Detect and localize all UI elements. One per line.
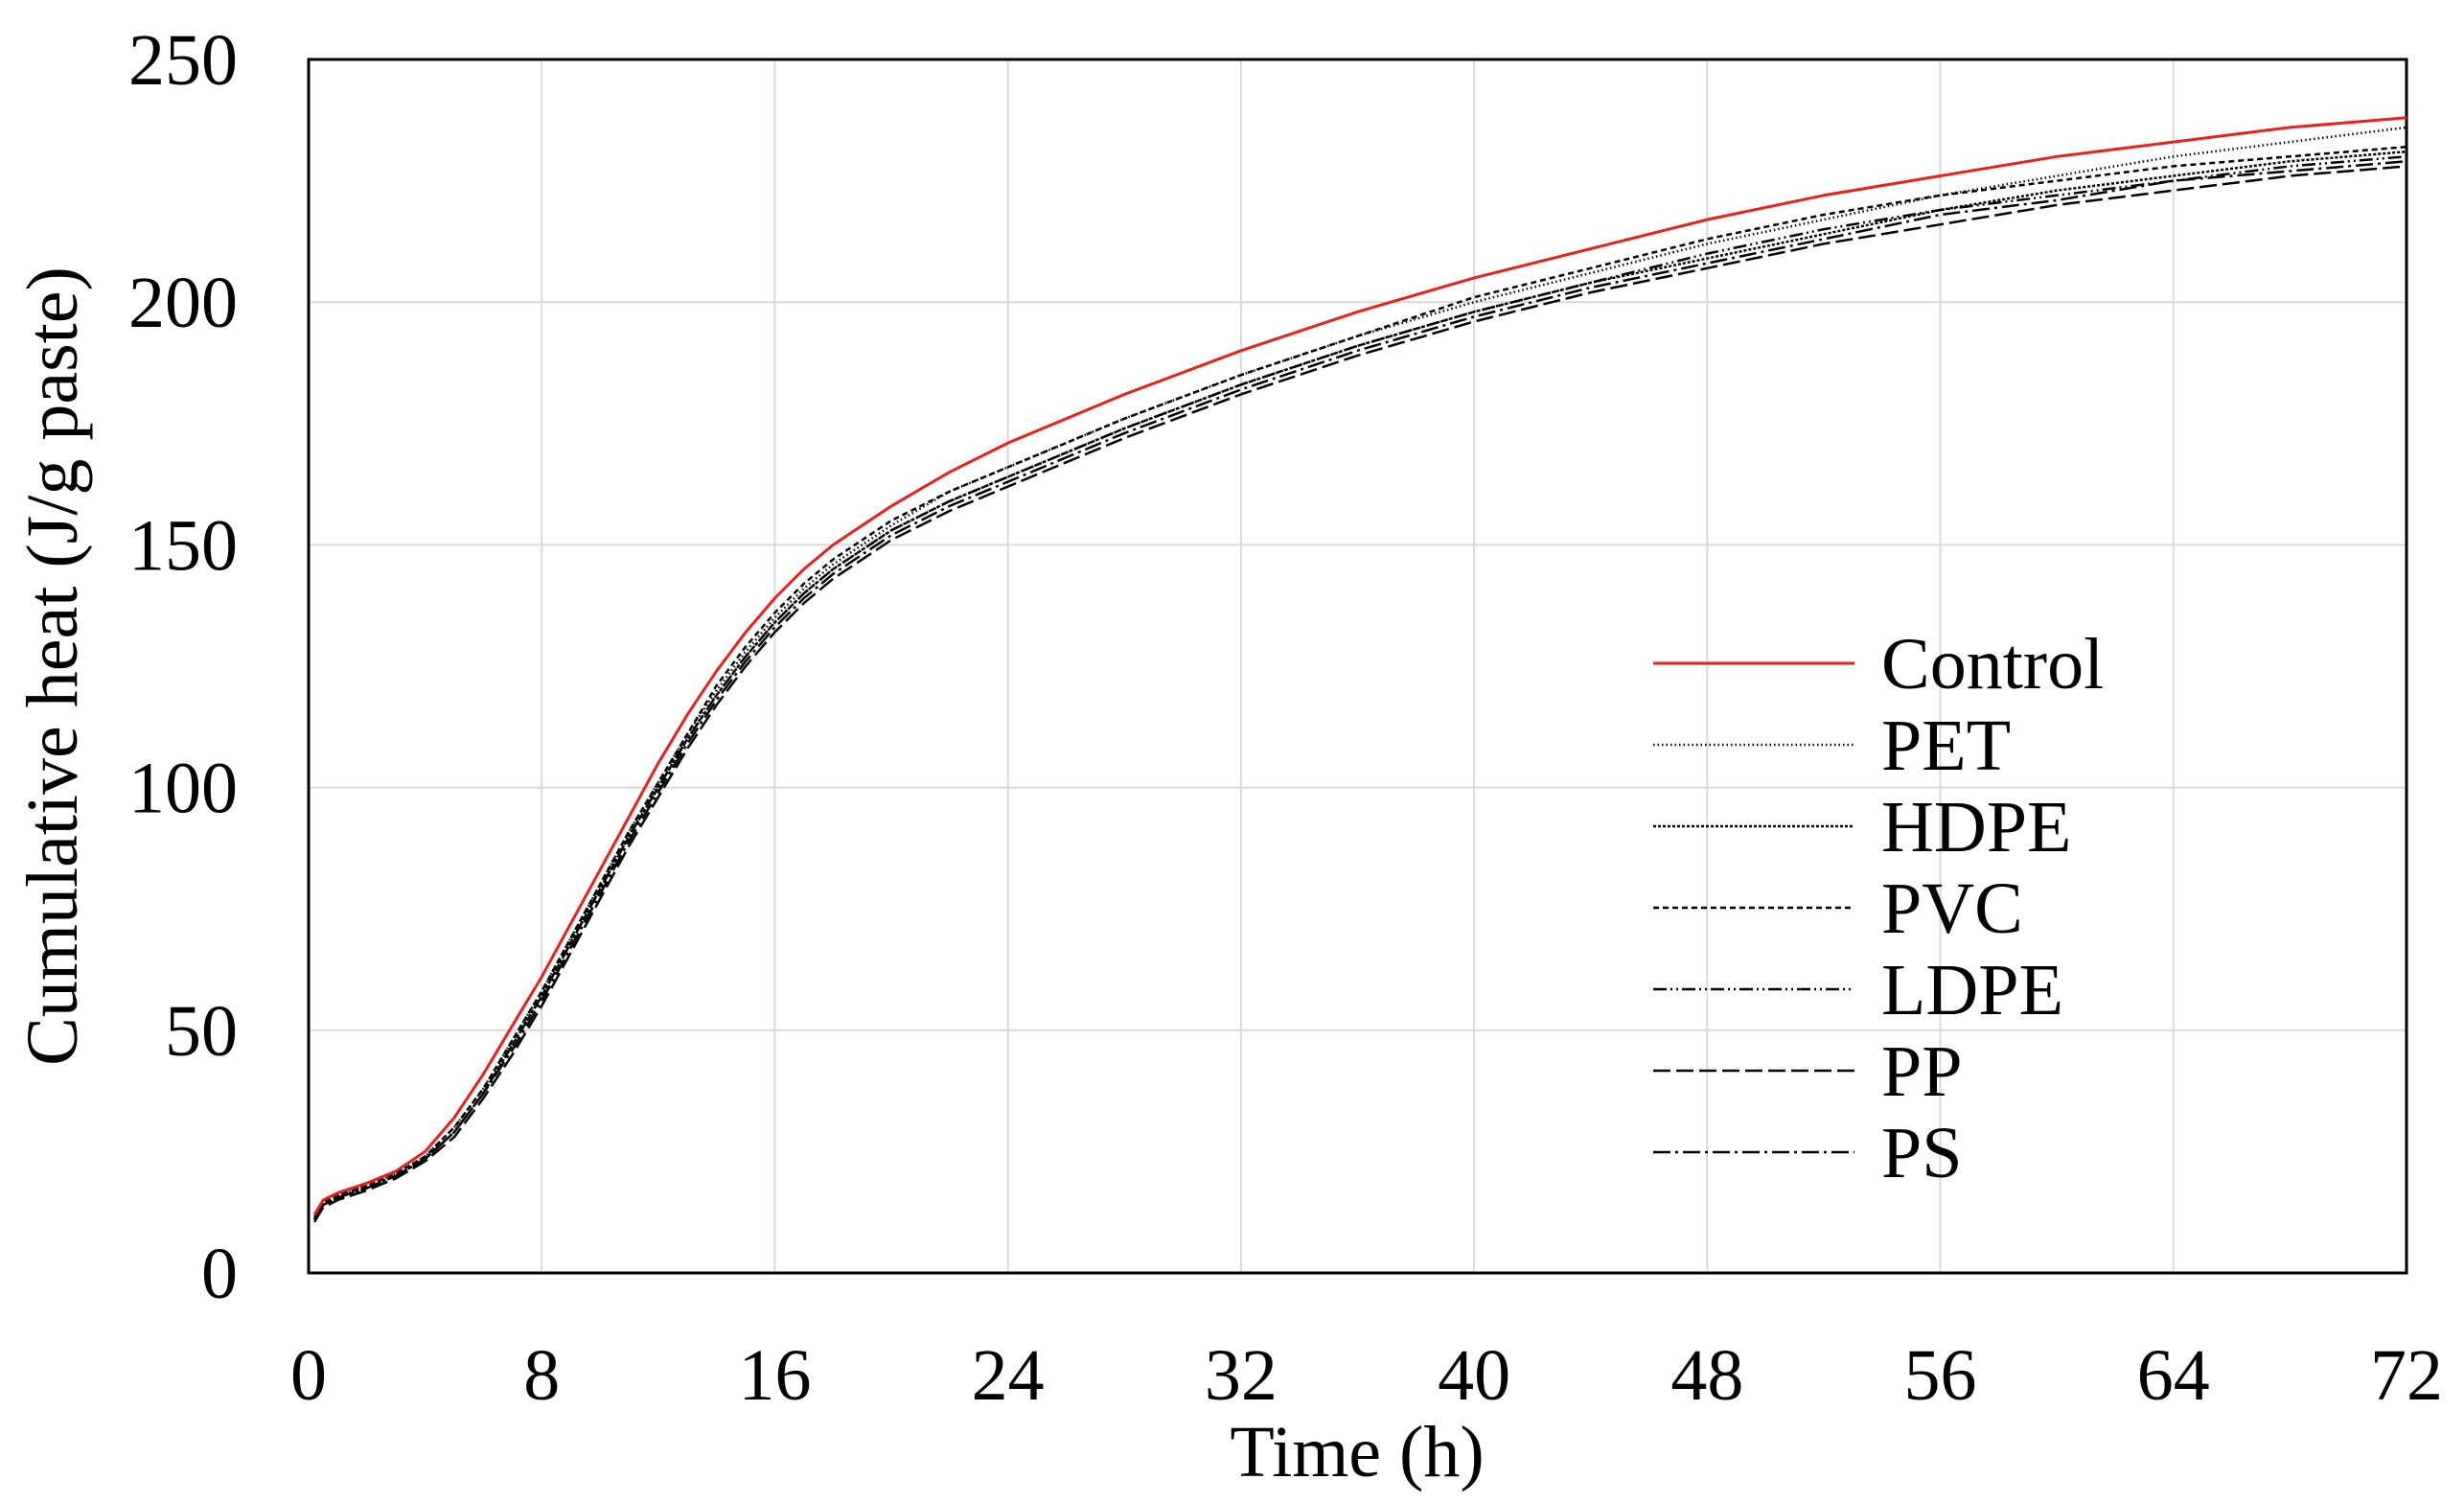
legend-label-ps: PS — [1881, 1113, 1963, 1193]
series-line-ps — [313, 160, 2407, 1220]
legend-label-hdpe: HDPE — [1881, 787, 2071, 867]
series-line-pp — [313, 165, 2407, 1223]
x-tick-label: 32 — [1205, 1335, 1278, 1416]
legend-label-pet: PET — [1881, 705, 2011, 786]
x-tick-label: 16 — [738, 1335, 811, 1416]
gridlines — [309, 59, 2406, 1273]
plot-area-frame — [307, 58, 2408, 1275]
y-tick-label: 0 — [201, 1234, 238, 1314]
y-tick-label: 100 — [128, 749, 238, 829]
x-tick-label: 64 — [2137, 1335, 2210, 1416]
x-tick-label: 72 — [2370, 1335, 2443, 1416]
x-axis-ticks: 0 8 16 24 32 40 48 56 64 72 — [290, 1335, 2443, 1416]
y-tick-label: 200 — [128, 263, 238, 343]
y-axis-title: Cumulative heat (J/g paste) — [12, 266, 93, 1066]
legend-label-pp: PP — [1881, 1031, 1963, 1112]
legend-label-control: Control — [1881, 624, 2104, 705]
series-line-pvc — [313, 145, 2407, 1218]
x-tick-label: 40 — [1438, 1335, 1510, 1416]
y-tick-label: 150 — [128, 505, 238, 586]
legend-label-pvc: PVC — [1881, 868, 2023, 949]
x-tick-label: 0 — [290, 1335, 327, 1416]
series-line-control — [312, 116, 2407, 1215]
x-tick-label: 24 — [972, 1335, 1045, 1416]
series-lines — [312, 116, 2407, 1223]
series-line-hdpe — [313, 150, 2407, 1220]
y-tick-label: 50 — [165, 991, 238, 1072]
x-tick-label: 48 — [1670, 1335, 1743, 1416]
x-tick-label: 56 — [1904, 1335, 1977, 1416]
legend-label-ldpe: LDPE — [1881, 950, 2063, 1030]
x-axis-title: Time (h) — [1230, 1412, 1484, 1492]
x-tick-label: 8 — [523, 1335, 560, 1416]
y-axis-ticks: 0 50 100 150 200 250 — [128, 20, 238, 1314]
y-tick-label: 250 — [128, 20, 238, 101]
